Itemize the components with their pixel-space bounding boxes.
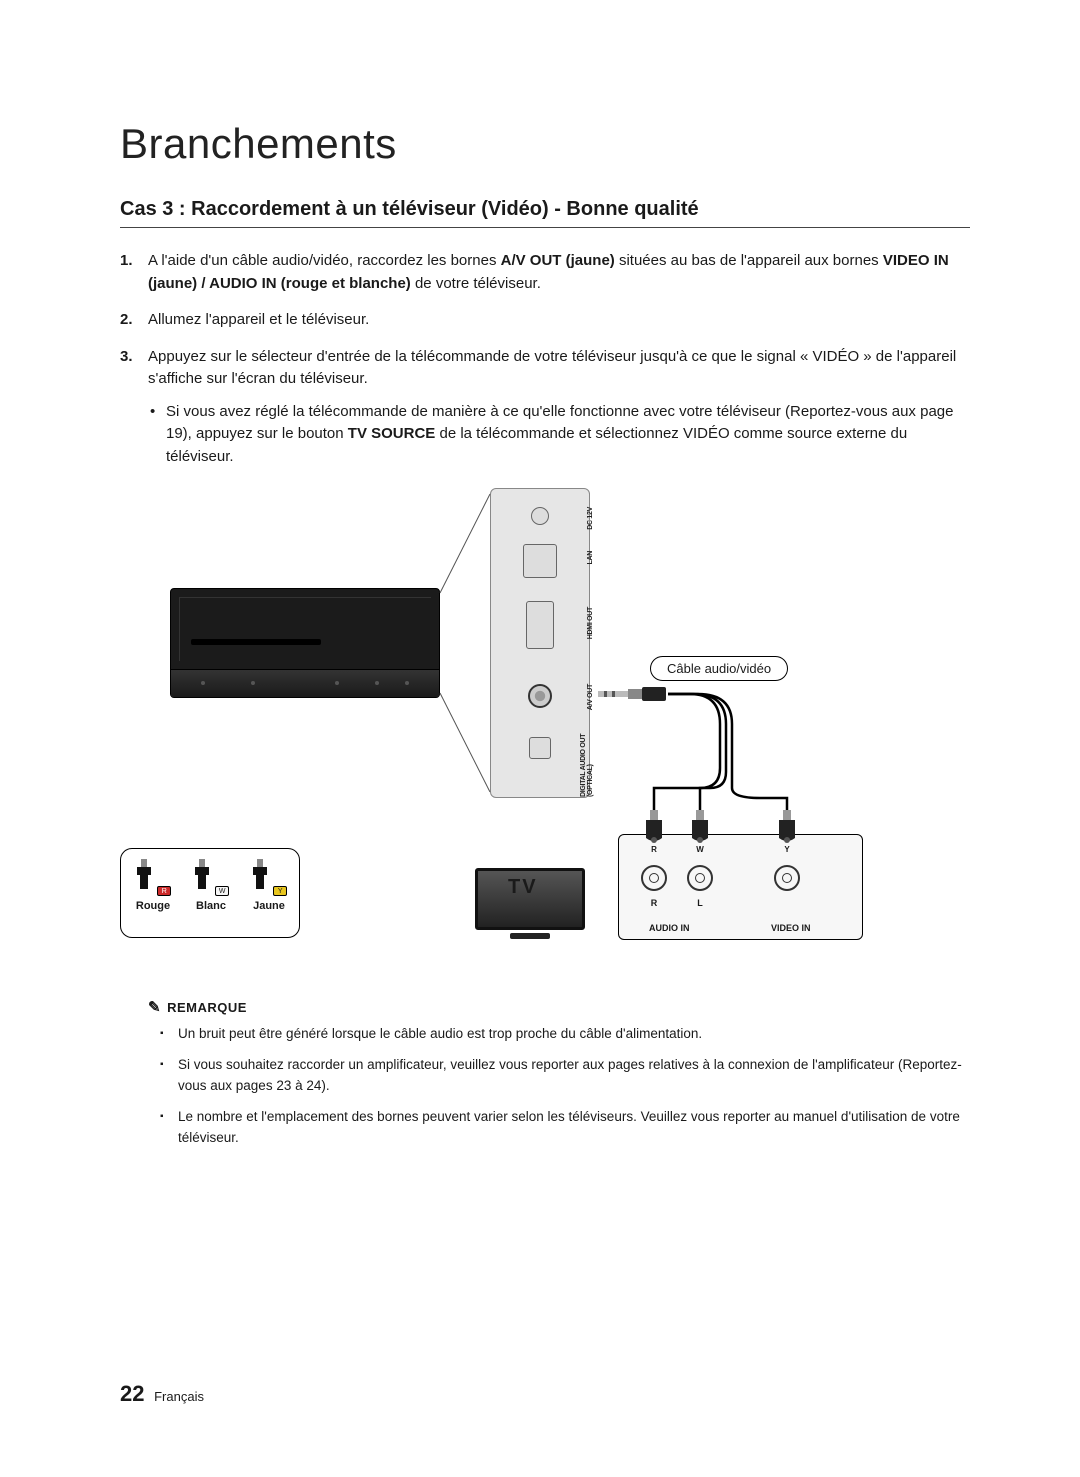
note-item: Le nombre et l'emplacement des bornes pe… <box>178 1107 970 1149</box>
section-heading: Cas 3 : Raccordement à un téléviseur (Vi… <box>120 198 970 221</box>
manual-page: Branchements Cas 3 : Raccordement à un t… <box>0 0 1080 1477</box>
step-item: 1. A l'aide d'un câble audio/vidéo, racc… <box>148 250 970 295</box>
connection-diagram: DC 12V LAN HDMI OUT A/V OUT DIGITAL AUDI… <box>120 488 970 968</box>
input-group-label: VIDEO IN <box>771 923 811 933</box>
section-rule <box>120 227 970 228</box>
port-label: DIGITAL AUDIO OUT (OPTICAL) <box>580 731 594 797</box>
legend-plug-yellow: Y Jaune <box>249 859 289 912</box>
input-group-label: AUDIO IN <box>649 923 690 933</box>
step-number: 2. <box>120 309 133 332</box>
port-lan-icon <box>523 544 557 578</box>
tv-input-panel: R W Y R L AUDIO IN VIDEO IN <box>618 834 863 940</box>
step-number: 1. <box>120 250 133 273</box>
legend-label: Blanc <box>191 900 231 912</box>
port-dc-icon <box>531 507 549 525</box>
tv-label: TV <box>508 876 538 899</box>
rear-panel-icon: DC 12V LAN HDMI OUT A/V OUT DIGITAL AUDI… <box>490 488 590 798</box>
step-item: 2. Allumez l'appareil et le téléviseur. <box>148 309 970 332</box>
step-list: 1. A l'aide d'un câble audio/vidéo, racc… <box>120 250 970 468</box>
note-heading: ✎REMARQUE <box>148 998 970 1016</box>
step-text: Allumez l'appareil et le téléviseur. <box>148 311 369 328</box>
jack-plug-icon <box>598 684 668 704</box>
port-label: A/V OUT <box>587 684 594 710</box>
port-av-out-icon <box>528 684 552 708</box>
legend-label: Jaune <box>249 900 289 912</box>
port-optical-icon <box>529 737 551 759</box>
note-list: Un bruit peut être généré lorsque le câb… <box>120 1024 970 1149</box>
port-label: DC 12V <box>587 507 594 530</box>
port-label: HDMI OUT <box>587 607 594 639</box>
note-item: Si vous souhaitez raccorder un amplifica… <box>178 1055 970 1097</box>
page-footer: 22 Français <box>120 1381 204 1407</box>
rca-jack-white-icon: L <box>687 865 713 908</box>
rca-plug-red-icon <box>640 810 668 849</box>
note-icon: ✎ <box>148 999 161 1016</box>
legend-chip: R <box>157 886 171 896</box>
step-text: A l'aide d'un câble audio/vidéo, raccord… <box>148 252 949 292</box>
page-language: Français <box>154 1389 204 1404</box>
legend-chip: Y <box>273 886 287 896</box>
step-number: 3. <box>120 346 133 369</box>
legend-chip: W <box>215 886 229 896</box>
rca-plug-white-icon <box>686 810 714 849</box>
chapter-title: Branchements <box>120 120 970 168</box>
port-label: LAN <box>587 551 594 565</box>
port-hdmi-icon <box>526 601 554 649</box>
rca-jack-red-icon: R <box>641 865 667 908</box>
plug-color-legend: R Rouge W Blanc Y Jaune <box>120 848 300 938</box>
rca-jack-yellow-icon <box>774 865 800 896</box>
rca-plug-yellow-icon <box>773 810 801 849</box>
note-item: Un bruit peut être généré lorsque le câb… <box>178 1024 970 1045</box>
bluray-player-icon <box>170 588 440 698</box>
legend-plug-red: R Rouge <box>133 859 173 912</box>
step-sub-bullet: Si vous avez réglé la télécommande de ma… <box>148 401 970 469</box>
legend-plug-white: W Blanc <box>191 859 231 912</box>
legend-label: Rouge <box>133 900 173 912</box>
page-number: 22 <box>120 1381 144 1406</box>
step-item: 3. Appuyez sur le sélecteur d'entrée de … <box>148 346 970 469</box>
cable-label-pill: Câble audio/vidéo <box>650 656 788 681</box>
step-text: Appuyez sur le sélecteur d'entrée de la … <box>148 348 956 388</box>
